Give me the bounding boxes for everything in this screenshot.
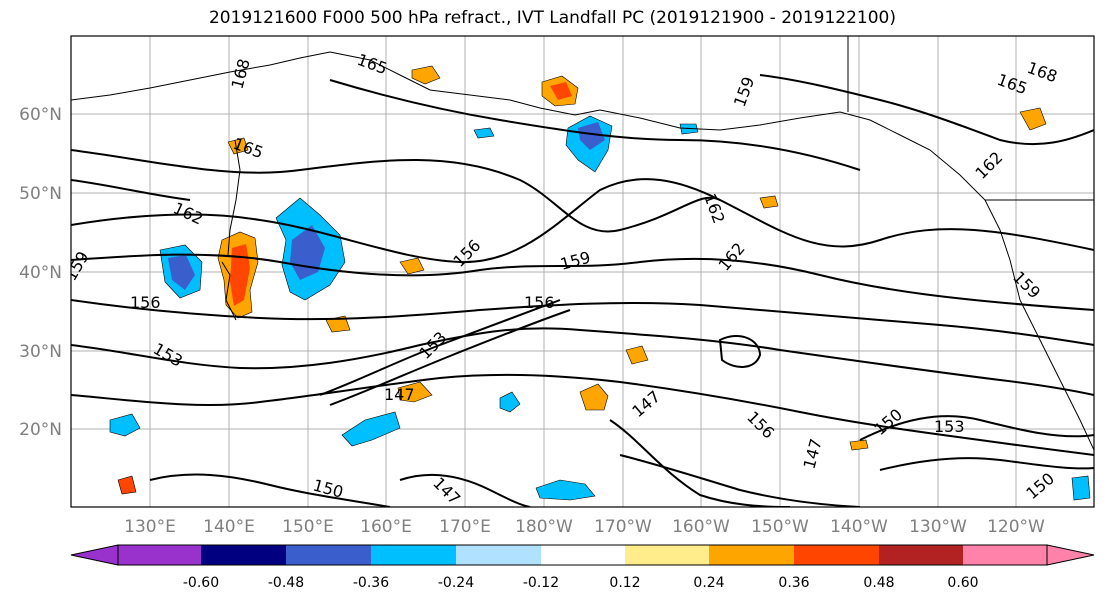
colorbar-tick-label: 0.48 [863,575,894,591]
lon-label: 180°W [515,517,573,537]
lon-label: 150°W [751,517,809,537]
colorbar: -0.60 -0.48 -0.36 -0.24 -0.12 0.12 0.24 … [70,544,1095,591]
colorbar-segment [118,545,201,565]
lat-label: 30°N [19,342,62,362]
colorbar-segment [541,545,625,565]
colorbar-segment [456,545,541,565]
lon-label: 120°W [987,517,1045,537]
contour-label: 147 [384,385,415,404]
colorbar-segment [201,545,286,565]
lon-label: 170°W [594,517,652,537]
lon-label: 130°E [124,517,176,537]
colorbar-segment [709,545,794,565]
coastlines [71,36,1094,451]
lon-label: 160°W [672,517,730,537]
colorbar-tick-label: 0.24 [693,575,724,591]
colorbar-tick-label: -0.48 [268,575,304,591]
colorbar-tick-label: -0.24 [438,575,474,591]
lon-label: 160°E [360,517,412,537]
colorbar-segment [371,545,456,565]
colorbar-tick-label: 0.60 [947,575,978,591]
colorbar-segment [625,545,709,565]
contour-label: 156 [130,293,161,312]
longitude-labels: 130°E 140°E 150°E 160°E 170°E 180°W 170°… [124,517,1045,537]
colorbar-tick-label: -0.36 [353,575,389,591]
lat-label: 20°N [19,420,62,440]
lon-label: 130°W [909,517,967,537]
colorbar-extend-low [70,544,119,566]
lon-label: 140°E [203,517,255,537]
latitude-labels: 60°N 50°N 40°N 30°N 20°N [19,105,62,440]
map-frame [70,35,1095,508]
colorbar-tick-label: -0.60 [183,575,219,591]
contour-label: 156 [524,293,555,312]
colorbar-segment [286,545,371,565]
colorbar-tick-label: 0.12 [609,575,640,591]
lat-label: 60°N [19,105,62,125]
lon-label: 170°E [439,517,491,537]
colorbar-tick-label: -0.12 [523,575,559,591]
colorbar-tick-label: 0.36 [778,575,809,591]
refractivity-contours [71,74,1094,507]
colorbar-segment [879,545,963,565]
lon-label: 140°W [830,517,888,537]
map-title: 2019121600 F000 500 hPa refract., IVT La… [208,8,896,28]
colorbar-segment [963,545,1047,565]
lon-label: 150°E [282,517,334,537]
contour-label: 153 [934,417,965,436]
anomaly-fills [109,65,1091,501]
colorbar-extend-high [1046,544,1095,566]
lat-label: 40°N [19,263,62,283]
lat-label: 50°N [19,184,62,204]
colorbar-segments [118,545,1047,565]
colorbar-segment [794,545,879,565]
colorbar-outline [117,544,1048,566]
